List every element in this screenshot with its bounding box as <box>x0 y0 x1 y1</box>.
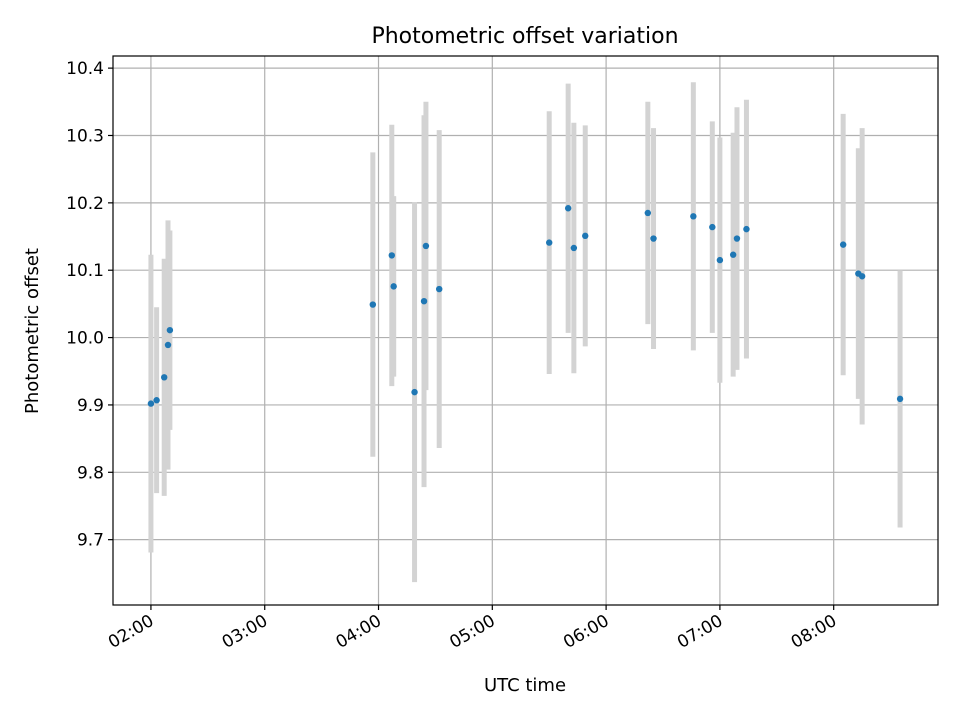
data-point <box>896 395 904 403</box>
data-point <box>690 213 697 220</box>
data-point <box>644 209 652 217</box>
y-tick-label: 10.3 <box>66 126 104 146</box>
data-point <box>411 388 418 396</box>
data-point <box>839 241 847 248</box>
data-point <box>422 242 430 250</box>
data-point <box>388 252 395 259</box>
y-tick-label: 9.7 <box>77 531 104 551</box>
data-point <box>729 251 737 258</box>
grid <box>113 56 938 605</box>
y-axis-label: Photometric offset <box>22 248 43 414</box>
data-point <box>420 297 428 305</box>
data-point <box>650 235 657 242</box>
x-axis-label: UTC time <box>484 675 566 696</box>
y-tick-label: 9.8 <box>77 463 104 483</box>
data-point <box>166 326 174 334</box>
plot-frame <box>112 55 939 606</box>
data-point <box>390 283 397 290</box>
data-point <box>436 285 443 293</box>
y-tick-label: 10.4 <box>66 59 104 79</box>
y-tick-label: 10.2 <box>66 194 104 214</box>
data-point <box>582 232 589 240</box>
data-point <box>161 374 168 381</box>
data-point <box>716 256 724 264</box>
data-point <box>733 235 741 242</box>
data-point <box>709 223 716 231</box>
data-point <box>147 400 155 407</box>
data-point <box>546 239 553 246</box>
chart-title: Photometric offset variation <box>371 24 678 49</box>
data-point <box>858 273 866 280</box>
data-point <box>164 341 172 349</box>
data-point <box>369 301 377 308</box>
data-point <box>564 205 572 212</box>
data-point <box>153 397 160 404</box>
data-points <box>147 205 904 407</box>
y-tick-label: 10.0 <box>66 329 104 349</box>
y-tick-label: 9.9 <box>77 396 104 416</box>
data-point <box>743 225 750 233</box>
data-point <box>570 244 578 252</box>
y-tick-label: 10.1 <box>66 261 104 281</box>
